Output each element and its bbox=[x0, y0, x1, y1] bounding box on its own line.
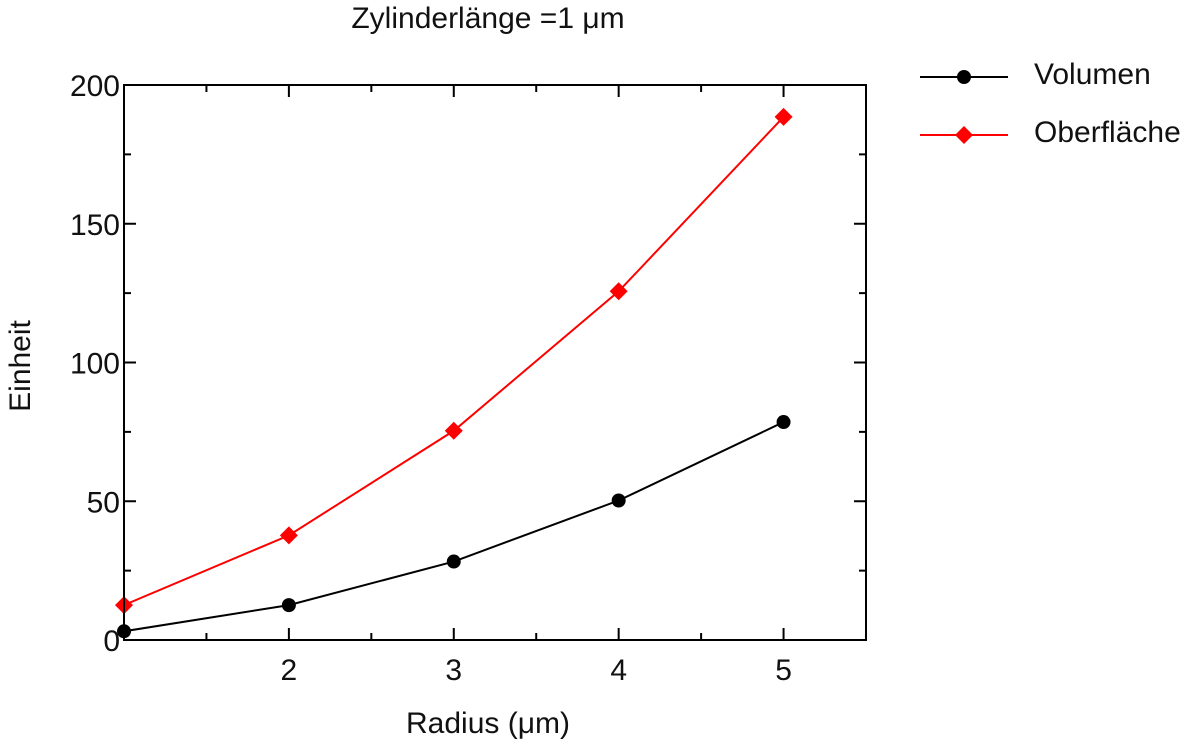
x-tick-label: 3 bbox=[445, 654, 462, 687]
series-line bbox=[123, 421, 784, 633]
x-tick-label: 4 bbox=[610, 654, 627, 687]
data-point bbox=[279, 526, 298, 545]
x-axis-title: Radius (μm) bbox=[406, 707, 570, 740]
y-tick-label: 50 bbox=[87, 486, 120, 519]
data-point bbox=[444, 421, 463, 440]
legend-marker bbox=[955, 126, 973, 144]
data-point bbox=[774, 107, 793, 126]
series-0 bbox=[117, 415, 791, 639]
legend: Volumen Oberfläche bbox=[920, 58, 1181, 149]
series-layer bbox=[115, 107, 793, 639]
y-axis-title: Einheit bbox=[4, 319, 37, 411]
series-line bbox=[123, 116, 785, 607]
legend-label: Oberfläche bbox=[1034, 116, 1181, 149]
data-point bbox=[446, 554, 461, 569]
y-tick-label: 150 bbox=[70, 209, 120, 242]
legend-marker bbox=[957, 70, 971, 84]
data-point bbox=[776, 415, 791, 430]
x-tick-label: 2 bbox=[281, 654, 298, 687]
data-point bbox=[281, 598, 296, 613]
data-point bbox=[609, 282, 628, 301]
data-point bbox=[611, 493, 626, 508]
y-tick-label: 100 bbox=[70, 348, 120, 381]
y-tick-label: 200 bbox=[70, 70, 120, 103]
y-tick-label: 0 bbox=[103, 625, 120, 658]
legend-label: Volumen bbox=[1034, 58, 1151, 91]
plot-frame bbox=[123, 84, 867, 641]
series-1 bbox=[115, 107, 793, 615]
legend-item: Oberfläche bbox=[920, 116, 1181, 149]
chart-title: Zylinderlänge =1 μm bbox=[351, 2, 624, 35]
legend-item: Volumen bbox=[920, 58, 1151, 91]
x-tick-label: 5 bbox=[775, 654, 792, 687]
